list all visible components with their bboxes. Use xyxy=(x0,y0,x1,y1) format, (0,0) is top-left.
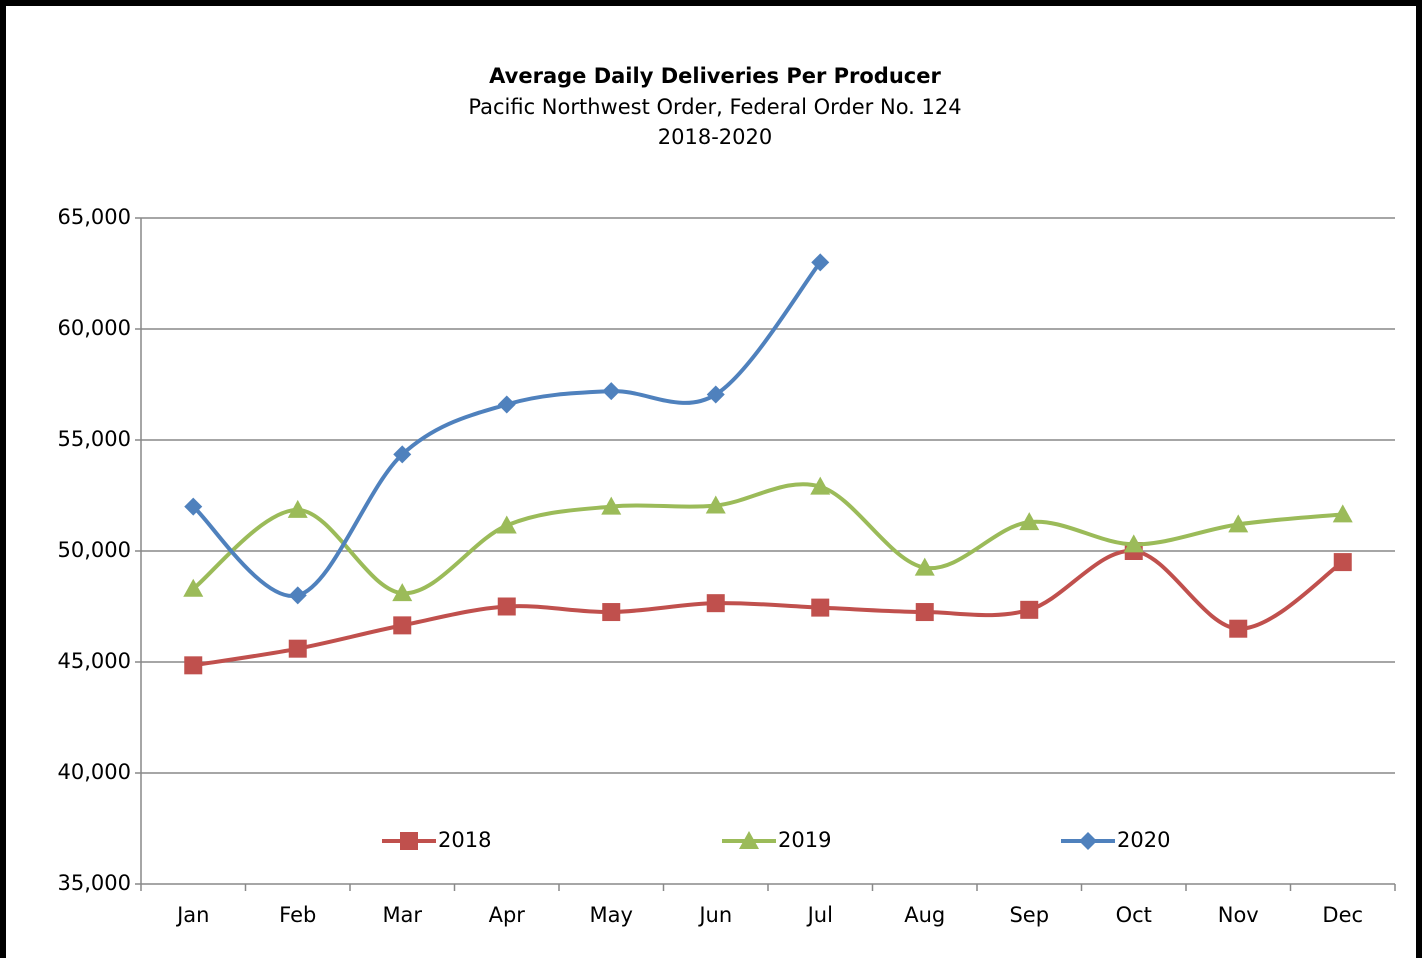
marker xyxy=(810,476,831,495)
marker xyxy=(1229,619,1248,638)
x-tick-label: Jan xyxy=(175,903,209,927)
marker xyxy=(706,594,725,613)
marker xyxy=(393,445,412,464)
marker xyxy=(183,578,204,597)
marker xyxy=(1019,512,1040,531)
marker xyxy=(1332,504,1353,523)
marker xyxy=(287,499,308,518)
marker xyxy=(1079,832,1097,850)
legend-label: 2019 xyxy=(778,828,831,852)
y-tick-label: 45,000 xyxy=(58,649,131,673)
marker xyxy=(739,831,759,849)
y-tick-label: 35,000 xyxy=(58,871,131,895)
chart-subtitle: Pacific Northwest Order, Federal Order N… xyxy=(468,95,961,119)
marker xyxy=(184,497,203,516)
marker xyxy=(393,616,412,635)
marker xyxy=(288,639,307,658)
y-tick-label: 40,000 xyxy=(58,760,131,784)
legend-label: 2018 xyxy=(438,828,491,852)
marker xyxy=(811,253,830,272)
x-tick-label: Nov xyxy=(1218,903,1259,927)
x-tick-label: Oct xyxy=(1116,903,1152,927)
y-tick-label: 65,000 xyxy=(58,205,131,229)
marker xyxy=(1333,553,1352,572)
y-tick-label: 55,000 xyxy=(58,427,131,451)
legend-label: 2020 xyxy=(1117,828,1170,852)
marker xyxy=(392,583,413,602)
marker xyxy=(184,656,203,675)
x-tick-label: Jul xyxy=(806,903,833,927)
marker xyxy=(1228,514,1249,533)
y-tick-label: 60,000 xyxy=(58,316,131,340)
marker xyxy=(811,598,830,617)
marker xyxy=(705,495,726,514)
marker xyxy=(497,597,516,616)
x-tick-label: Feb xyxy=(279,903,316,927)
marker xyxy=(602,603,621,622)
marker xyxy=(1123,534,1144,553)
x-tick-label: Mar xyxy=(382,903,422,927)
marker xyxy=(1020,600,1039,619)
chart-title: Average Daily Deliveries Per Producer xyxy=(489,64,941,88)
marker xyxy=(400,832,418,850)
y-tick-label: 50,000 xyxy=(58,538,131,562)
x-tick-label: Jun xyxy=(697,903,732,927)
marker xyxy=(915,603,934,622)
marker xyxy=(602,382,621,401)
x-tick-label: Dec xyxy=(1322,903,1363,927)
chart-subtitle: 2018-2020 xyxy=(658,125,772,149)
x-tick-label: Apr xyxy=(489,903,526,927)
marker xyxy=(601,496,622,515)
marker xyxy=(288,586,307,605)
x-tick-label: Aug xyxy=(904,903,945,927)
x-tick-label: May xyxy=(590,903,633,927)
marker xyxy=(496,515,517,534)
x-tick-label: Sep xyxy=(1009,903,1049,927)
marker xyxy=(914,557,935,576)
marker xyxy=(497,395,516,414)
marker xyxy=(706,385,725,404)
